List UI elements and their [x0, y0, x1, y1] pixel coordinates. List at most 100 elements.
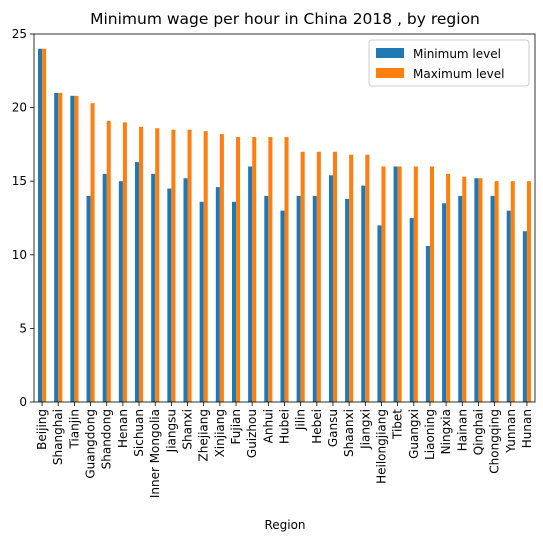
bar-min-liaoning: [425, 245, 430, 402]
x-tick-label: Hubei: [278, 409, 292, 444]
bar-min-jiangsu: [167, 188, 172, 402]
x-tick-label: Jiangxi: [358, 409, 372, 450]
x-tick-label: Shanxi: [181, 409, 195, 450]
bar-min-qinghai: [474, 178, 479, 402]
bar-min-tianjin: [70, 95, 75, 402]
legend: Minimum level Maximum level: [368, 39, 530, 87]
x-axis-label: Region: [264, 518, 305, 532]
bar-max-shanxi: [187, 129, 192, 402]
y-tick-label: 10: [12, 248, 27, 262]
x-tick-label: Liaoning: [423, 409, 437, 460]
bar-min-hebei: [312, 195, 317, 402]
bar-max-shanghai: [58, 92, 63, 402]
plot-frame: [33, 33, 536, 403]
bar-max-liaoning: [429, 166, 434, 402]
bar-min-zhejiang: [199, 201, 204, 402]
bar-min-heilongjiang: [377, 225, 382, 402]
bar-min-hunan: [522, 231, 527, 402]
x-tick-label: Guizhou: [245, 409, 259, 458]
bar-min-guangxi: [409, 218, 414, 402]
x-tick-label: Beijing: [35, 409, 49, 450]
bar-max-henan: [122, 122, 127, 402]
bar-max-inner-mongolia: [155, 128, 160, 402]
bar-min-shaanxi: [345, 198, 350, 402]
x-tick-label: Sichuan: [132, 409, 146, 457]
bar-min-fujian: [231, 201, 237, 402]
legend-label: Maximum level: [413, 67, 504, 81]
y-tick-label: 15: [12, 174, 27, 188]
bar-min-shandong: [102, 173, 107, 402]
legend-label: Minimum level: [413, 47, 501, 61]
bar-min-xinjiang: [215, 187, 220, 402]
x-tick-label: Shaanxi: [342, 409, 356, 457]
bar-max-sichuan: [139, 126, 144, 403]
bar-max-jiangxi: [365, 154, 370, 402]
bar-max-jiangsu: [171, 129, 176, 402]
legend-box: [368, 39, 530, 87]
bar-max-tibet: [397, 166, 402, 402]
x-tick-label: Fujian: [229, 409, 243, 444]
bar-min-jiangxi: [361, 185, 366, 402]
bar-min-hainan: [458, 195, 463, 402]
x-tick-label: Guangxi: [407, 409, 421, 459]
bar-max-chongqing: [494, 181, 499, 402]
bar-max-tianjin: [74, 95, 79, 402]
y-tick-label: 5: [19, 321, 27, 335]
bar-min-yunnan: [506, 210, 511, 402]
bar-min-hubei: [280, 210, 285, 402]
x-tick-label: Qinghai: [471, 409, 485, 455]
y-tick-label: 20: [12, 101, 27, 115]
x-tick-label: Yunnan: [504, 409, 518, 454]
x-tick-label: Henan: [116, 409, 130, 448]
y-tick-label: 25: [12, 27, 27, 41]
bar-max-gansu: [332, 151, 338, 402]
bar-min-inner-mongolia: [151, 173, 156, 402]
bar-max-anhui: [268, 137, 273, 403]
bar-min-shanghai: [54, 92, 59, 402]
bar-max-hubei: [284, 137, 289, 403]
bar-min-beijing: [38, 48, 43, 402]
bar-min-shanxi: [183, 178, 188, 402]
bar-min-henan: [118, 181, 123, 402]
bar-min-anhui: [264, 195, 269, 402]
bar-max-guangdong: [90, 103, 95, 403]
bar-max-hunan: [526, 181, 531, 402]
x-tick-label: Gansu: [326, 409, 340, 447]
x-tick-label: Shanghai: [51, 409, 65, 465]
x-tick-label: Zhejiang: [197, 409, 211, 461]
bar-max-shandong: [106, 120, 111, 402]
bar-max-xinjiang: [219, 134, 224, 402]
bar-min-tibet: [393, 166, 398, 402]
bar-max-hainan: [462, 176, 467, 402]
x-tick-label: Hebei: [310, 409, 324, 444]
bar-max-fujian: [236, 137, 241, 403]
bar-max-shaanxi: [349, 154, 354, 402]
bar-min-sichuan: [135, 162, 140, 402]
x-tick-label: Tibet: [391, 409, 405, 440]
legend-swatch: [376, 68, 404, 78]
bar-max-yunnan: [510, 181, 515, 402]
x-tick-label: Shandong: [100, 409, 114, 469]
chart-title: Minimum wage per hour in China 2018 , by…: [90, 10, 480, 28]
bar-max-jilin: [300, 151, 305, 402]
bar-min-guizhou: [248, 166, 253, 402]
x-tick-label: Jilin: [294, 409, 308, 431]
legend-swatch: [376, 48, 404, 58]
x-tick-label: Anhui: [261, 409, 275, 443]
x-tick-label: Inner Mongolia: [148, 409, 162, 498]
bar-min-ningxia: [442, 203, 447, 402]
bar-max-beijing: [42, 48, 47, 402]
bar-max-hebei: [316, 151, 321, 402]
bar-max-guizhou: [252, 137, 257, 403]
bar-max-zhejiang: [203, 131, 208, 402]
bar-max-heilongjiang: [381, 166, 386, 402]
bar-min-chongqing: [490, 195, 495, 402]
x-tick-label: Chongqing: [488, 409, 502, 474]
x-tick-label: Jiangsu: [164, 409, 178, 453]
bar-min-gansu: [328, 175, 333, 402]
bar-min-guangdong: [86, 195, 91, 402]
plot-area: Beijing Shanghai Tianjin Guangdong Shandong H…: [12, 27, 536, 498]
x-tick-label: Guangdong: [84, 409, 98, 479]
bar-max-ningxia: [446, 173, 451, 402]
